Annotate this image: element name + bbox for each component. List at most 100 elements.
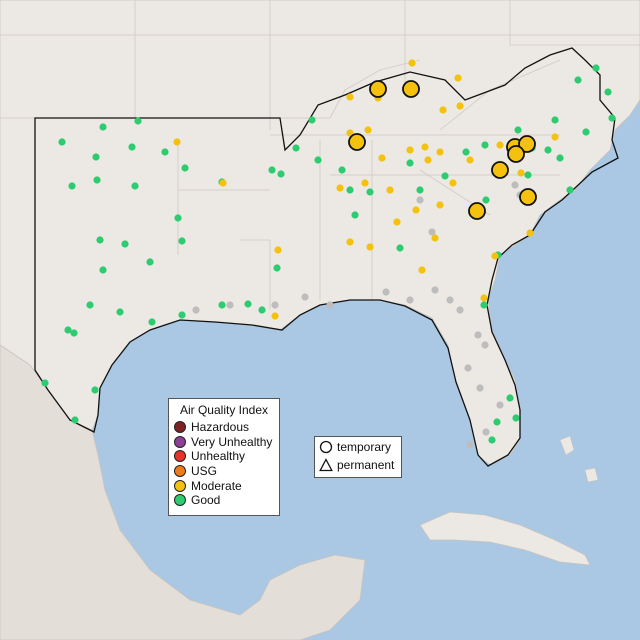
monitor-dot[interactable] bbox=[431, 286, 439, 294]
monitor-dot[interactable] bbox=[446, 296, 454, 304]
monitor-dot[interactable] bbox=[346, 93, 354, 101]
monitor-dot[interactable] bbox=[456, 306, 464, 314]
monitor-dot[interactable] bbox=[418, 266, 426, 274]
monitor-dot[interactable] bbox=[551, 133, 559, 141]
monitor-dot[interactable] bbox=[308, 116, 316, 124]
monitor-dot[interactable] bbox=[64, 326, 72, 334]
monitor-dot[interactable] bbox=[292, 144, 300, 152]
monitor-dot[interactable] bbox=[436, 201, 444, 209]
monitor-dot[interactable] bbox=[493, 418, 501, 426]
monitor-dot[interactable] bbox=[121, 240, 129, 248]
monitor-dot[interactable] bbox=[99, 123, 107, 131]
monitor-dot[interactable] bbox=[146, 258, 154, 266]
monitor-dot[interactable] bbox=[361, 179, 369, 187]
monitor-dot[interactable] bbox=[406, 146, 414, 154]
monitor-dot[interactable] bbox=[68, 182, 76, 190]
monitor-dot[interactable] bbox=[406, 296, 414, 304]
monitor-dot[interactable] bbox=[566, 186, 574, 194]
monitor-dot[interactable] bbox=[386, 186, 394, 194]
monitor-dot[interactable] bbox=[91, 386, 99, 394]
monitor-dot[interactable] bbox=[382, 288, 390, 296]
temporary-monitor-marker[interactable] bbox=[468, 202, 486, 220]
monitor-dot[interactable] bbox=[173, 138, 181, 146]
monitor-dot[interactable] bbox=[134, 117, 142, 125]
monitor-dot[interactable] bbox=[346, 186, 354, 194]
temporary-monitor-marker[interactable] bbox=[519, 188, 537, 206]
monitor-dot[interactable] bbox=[58, 138, 66, 146]
monitor-dot[interactable] bbox=[481, 341, 489, 349]
monitor-dot[interactable] bbox=[351, 211, 359, 219]
monitor-dot[interactable] bbox=[496, 401, 504, 409]
monitor-dot[interactable] bbox=[178, 311, 186, 319]
monitor-dot[interactable] bbox=[481, 141, 489, 149]
temporary-monitor-marker[interactable] bbox=[518, 135, 536, 153]
monitor-dot[interactable] bbox=[482, 196, 490, 204]
monitor-dot[interactable] bbox=[301, 293, 309, 301]
monitor-dot[interactable] bbox=[416, 186, 424, 194]
monitor-dot[interactable] bbox=[271, 301, 279, 309]
monitor-dot[interactable] bbox=[178, 237, 186, 245]
monitor-dot[interactable] bbox=[506, 394, 514, 402]
monitor-dot[interactable] bbox=[556, 154, 564, 162]
monitor-dot[interactable] bbox=[476, 384, 484, 392]
monitor-dot[interactable] bbox=[161, 148, 169, 156]
monitor-dot[interactable] bbox=[116, 308, 124, 316]
monitor-dot[interactable] bbox=[131, 182, 139, 190]
monitor-dot[interactable] bbox=[41, 379, 49, 387]
monitor-dot[interactable] bbox=[416, 196, 424, 204]
monitor-dot[interactable] bbox=[408, 59, 416, 67]
monitor-dot[interactable] bbox=[92, 153, 100, 161]
monitor-dot[interactable] bbox=[466, 441, 474, 449]
temporary-monitor-marker[interactable] bbox=[369, 80, 387, 98]
monitor-dot[interactable] bbox=[428, 228, 436, 236]
monitor-dot[interactable] bbox=[71, 416, 79, 424]
monitor-dot[interactable] bbox=[511, 181, 519, 189]
monitor-dot[interactable] bbox=[491, 252, 499, 260]
monitor-dot[interactable] bbox=[271, 312, 279, 320]
monitor-dot[interactable] bbox=[148, 318, 156, 326]
monitor-dot[interactable] bbox=[462, 148, 470, 156]
monitor-dot[interactable] bbox=[378, 154, 386, 162]
monitor-dot[interactable] bbox=[482, 428, 490, 436]
monitor-dot[interactable] bbox=[86, 301, 94, 309]
monitor-dot[interactable] bbox=[466, 156, 474, 164]
monitor-dot[interactable] bbox=[273, 264, 281, 272]
monitor-dot[interactable] bbox=[181, 164, 189, 172]
monitor-dot[interactable] bbox=[268, 166, 276, 174]
monitor-dot[interactable] bbox=[70, 329, 78, 337]
monitor-dot[interactable] bbox=[436, 148, 444, 156]
temporary-monitor-marker[interactable] bbox=[491, 161, 509, 179]
monitor-dot[interactable] bbox=[393, 218, 401, 226]
monitor-dot[interactable] bbox=[226, 301, 234, 309]
monitor-dot[interactable] bbox=[258, 306, 266, 314]
monitor-dot[interactable] bbox=[277, 170, 285, 178]
monitor-dot[interactable] bbox=[480, 294, 488, 302]
monitor-dot[interactable] bbox=[244, 300, 252, 308]
monitor-dot[interactable] bbox=[496, 141, 504, 149]
monitor-dot[interactable] bbox=[480, 301, 488, 309]
monitor-dot[interactable] bbox=[464, 364, 472, 372]
monitor-dot[interactable] bbox=[544, 146, 552, 154]
monitor-dot[interactable] bbox=[454, 74, 462, 82]
monitor-dot[interactable] bbox=[441, 172, 449, 180]
monitor-dot[interactable] bbox=[396, 244, 404, 252]
monitor-dot[interactable] bbox=[412, 206, 420, 214]
monitor-dot[interactable] bbox=[218, 301, 226, 309]
monitor-dot[interactable] bbox=[338, 166, 346, 174]
monitor-dot[interactable] bbox=[96, 236, 104, 244]
monitor-dot[interactable] bbox=[128, 143, 136, 151]
monitor-dot[interactable] bbox=[346, 238, 354, 246]
monitor-dot[interactable] bbox=[219, 179, 227, 187]
monitor-dot[interactable] bbox=[488, 436, 496, 444]
monitor-dot[interactable] bbox=[517, 169, 525, 177]
monitor-dot[interactable] bbox=[274, 246, 282, 254]
monitor-dot[interactable] bbox=[421, 143, 429, 151]
monitor-dot[interactable] bbox=[592, 64, 600, 72]
monitor-dot[interactable] bbox=[326, 301, 334, 309]
temporary-monitor-marker[interactable] bbox=[507, 145, 525, 163]
monitor-dot[interactable] bbox=[424, 156, 432, 164]
monitor-dot[interactable] bbox=[474, 331, 482, 339]
monitor-dot[interactable] bbox=[406, 159, 414, 167]
monitor-dot[interactable] bbox=[608, 114, 616, 122]
